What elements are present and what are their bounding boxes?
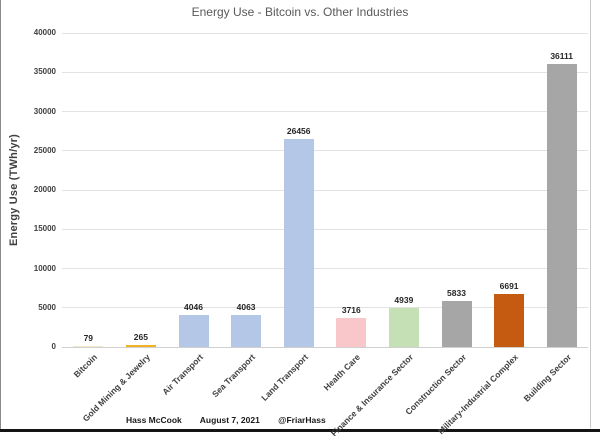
- bar-value-label: 4939: [394, 295, 414, 306]
- gridline-0: [62, 346, 588, 348]
- bar-gold-mining-jewelry: [125, 344, 156, 347]
- x-category-label: Air Transport: [159, 352, 205, 397]
- gridline-10000: [62, 268, 588, 269]
- gridline-15000: [62, 228, 588, 230]
- y-tick-label-40000: 40000: [33, 28, 56, 37]
- x-category-label: Land Transport: [258, 352, 310, 403]
- y-tick-label-30000: 30000: [33, 106, 56, 116]
- bar-value-label: 4046: [184, 302, 203, 313]
- x-category-label: Building Sector: [521, 352, 573, 404]
- gridline-30000: [62, 111, 588, 112]
- bar-value-label: 265: [133, 331, 148, 342]
- bar-military-industrial-complex: [494, 294, 525, 347]
- bar-value-label: 36111: [550, 50, 574, 61]
- bar-bitcoin: [73, 346, 104, 347]
- x-category-label: Sea Transport: [210, 352, 258, 400]
- y-tick-label-20000: 20000: [33, 185, 56, 194]
- right-border: [590, 0, 591, 428]
- footer-handle: @FriarHass: [278, 415, 326, 425]
- y-tick-label-35000: 35000: [33, 67, 56, 77]
- bar-construction-sector: [441, 301, 472, 347]
- plot-area: 79 265 4046 4063 26456 3716 4939 5833 6691 36111: [62, 32, 588, 348]
- bar-value-label: 4063: [236, 302, 256, 313]
- bar-value-label: 26456: [286, 126, 311, 137]
- bottom-border: [0, 429, 600, 432]
- bar-value-label: 5833: [447, 288, 466, 299]
- bar-finance-insurance-sector: [388, 308, 419, 347]
- footer-date: August 7, 2021: [199, 415, 260, 425]
- bar-building-sector: [546, 63, 577, 347]
- bar-value-label: 79: [83, 333, 94, 343]
- bar-health-care: [336, 317, 367, 347]
- footer-author: Hass McCook: [126, 415, 182, 425]
- y-tick-label-15000: 15000: [33, 224, 56, 234]
- y-tick-label-10000: 10000: [33, 263, 56, 273]
- bar-air-transport: [178, 315, 209, 347]
- y-tick-label-25000: 25000: [33, 145, 56, 155]
- bar-value-label: 6691: [499, 281, 519, 292]
- gridline-40000: [62, 32, 588, 34]
- gridline-35000: [62, 71, 588, 73]
- chart-title: Energy Use - Bitcoin vs. Other Industrie…: [191, 5, 409, 19]
- chart-footer: Hass McCook August 7, 2021 @FriarHass: [126, 415, 342, 425]
- y-tick-label-5000: 5000: [38, 302, 56, 312]
- gridline-20000: [62, 189, 588, 191]
- bar-land-transport: [283, 139, 314, 347]
- x-category-label: Bitcoin: [71, 352, 100, 380]
- x-category-label: Health Care: [321, 352, 363, 393]
- bar-sea-transport: [231, 315, 262, 347]
- left-border: [0, 0, 1, 430]
- gridline-25000: [62, 150, 588, 152]
- bar-value-label: 3716: [341, 304, 361, 315]
- y-tick-label-0: 0: [51, 342, 56, 351]
- gridline-5000: [62, 307, 588, 309]
